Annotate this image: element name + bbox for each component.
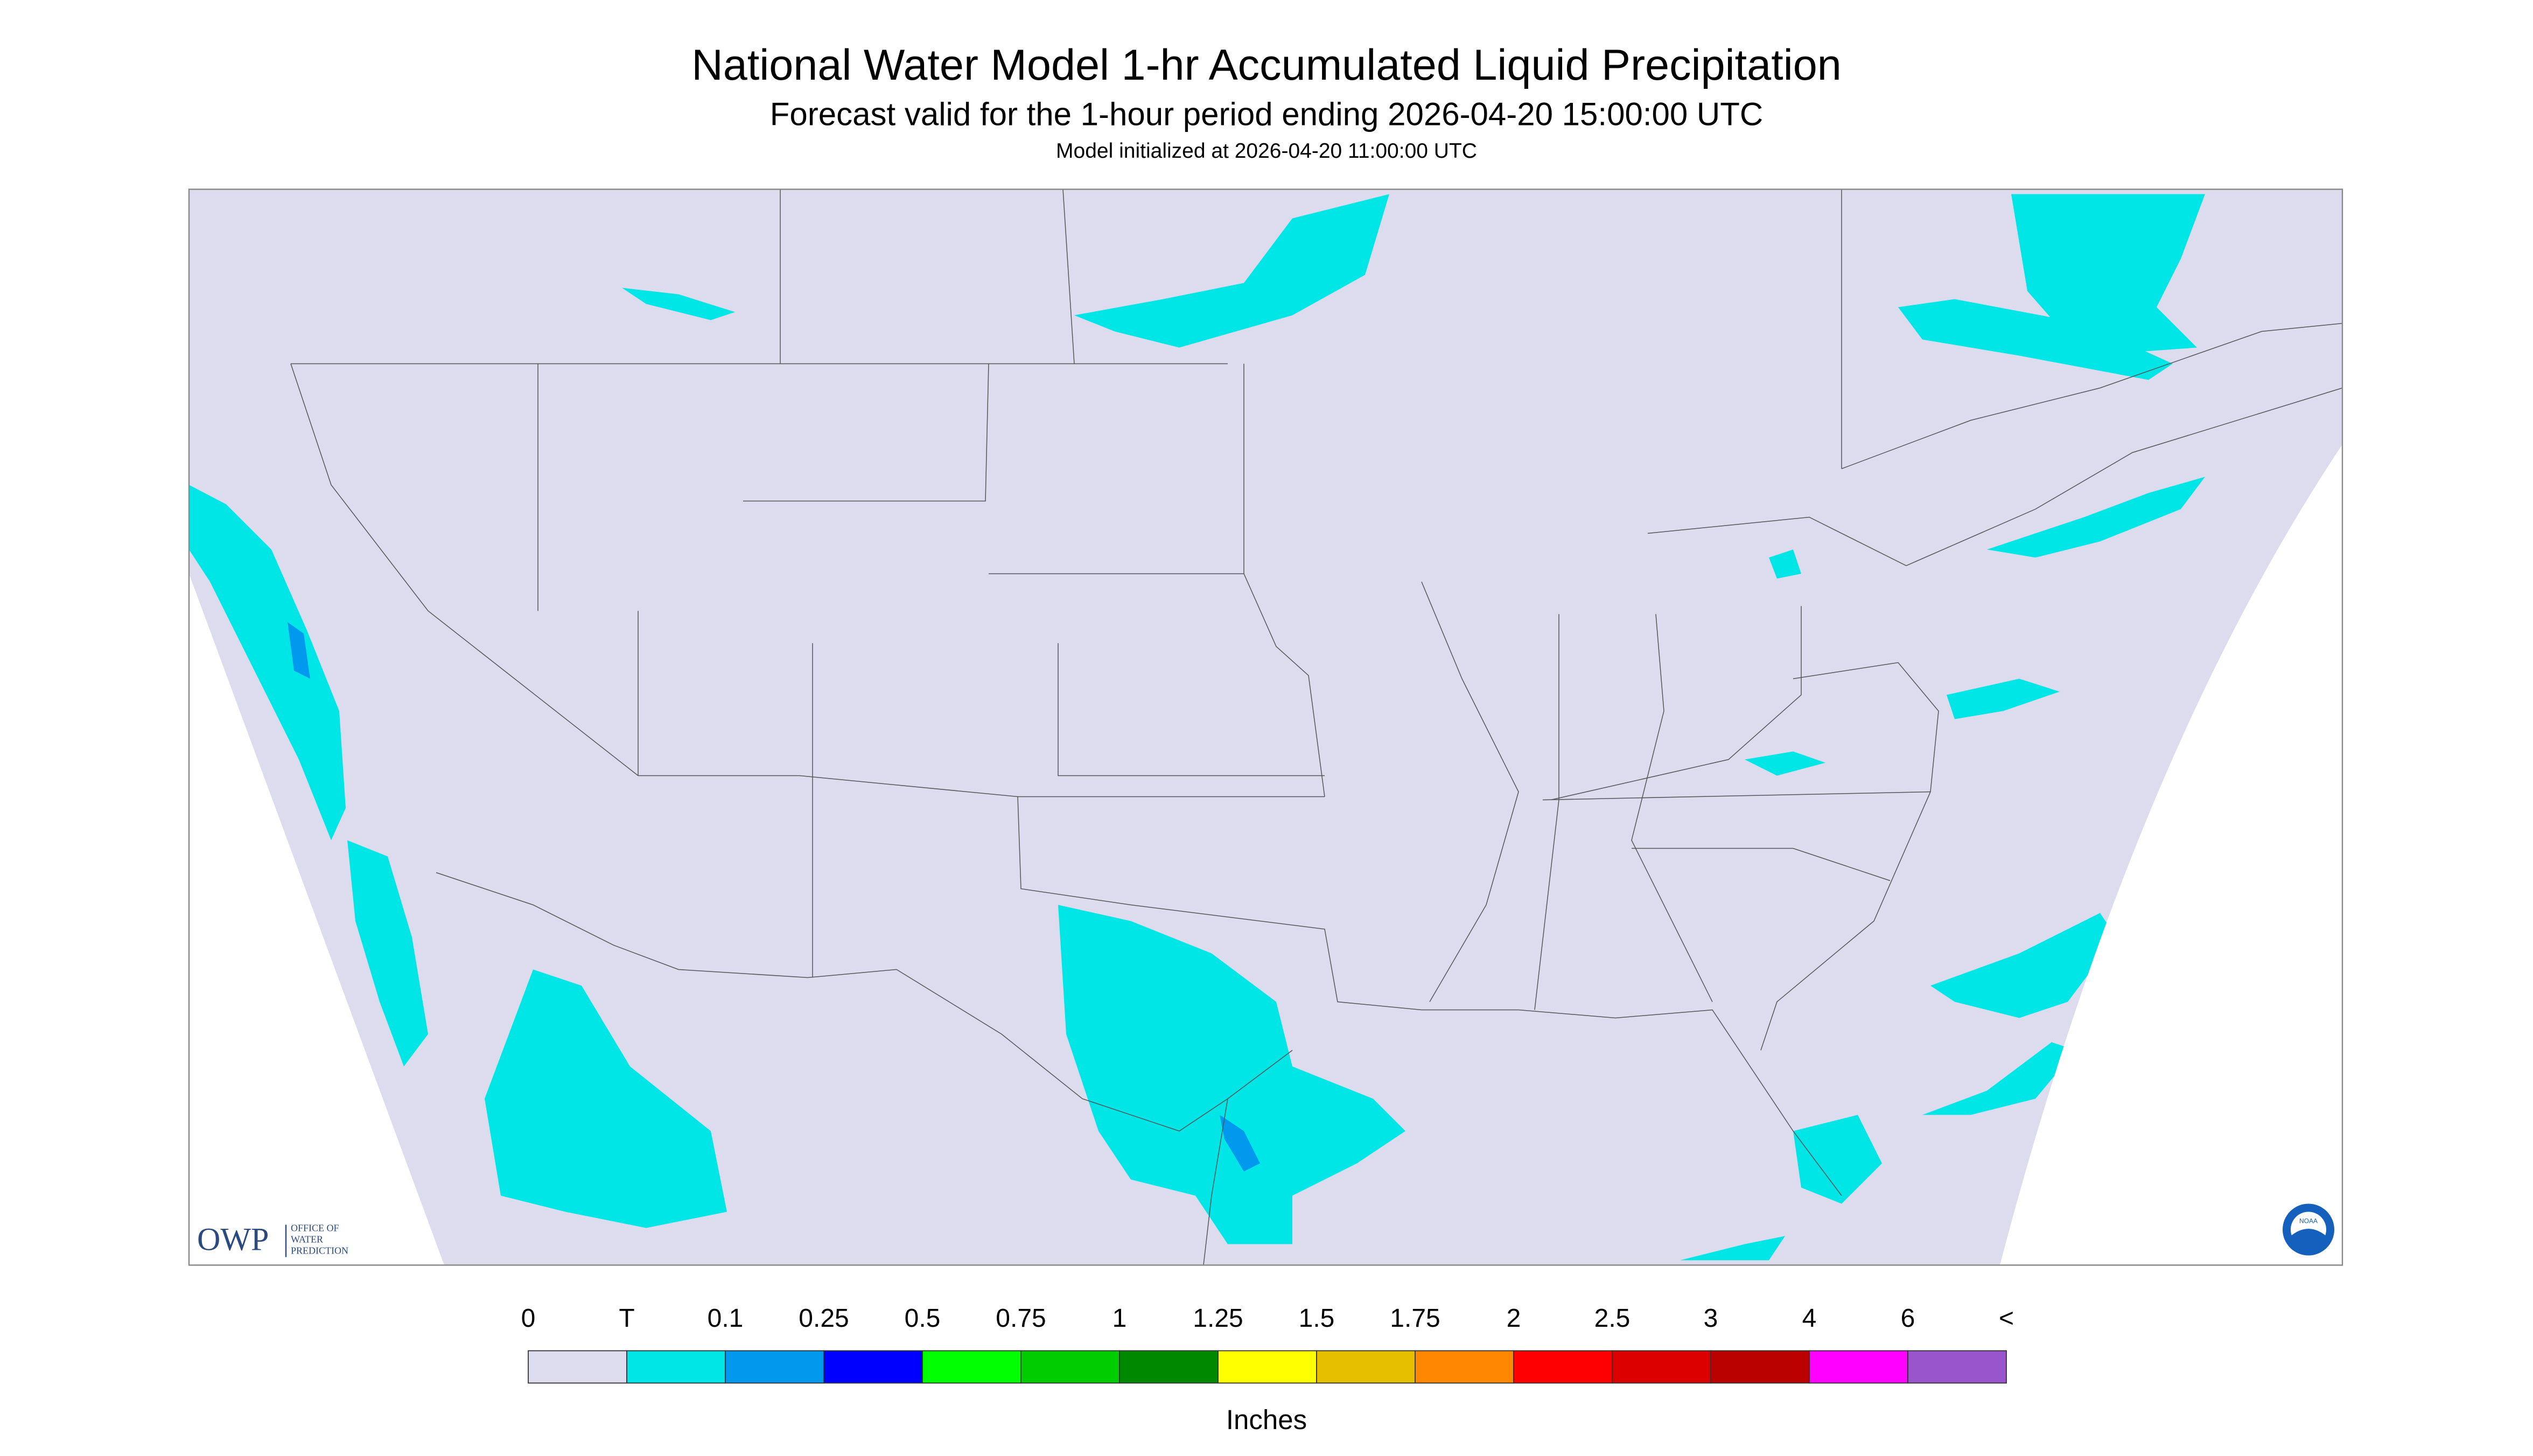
- legend-label: 1.75: [1390, 1304, 1440, 1333]
- legend-label: 0.5: [905, 1304, 941, 1333]
- legend-swatch: [1316, 1350, 1416, 1384]
- title: National Water Model 1-hr Accumulated Li…: [691, 41, 1842, 89]
- subtitle: Forecast valid for the 1-hour period end…: [770, 96, 1763, 132]
- domain-mask: [189, 573, 444, 1265]
- legend-label: 0.75: [996, 1304, 1046, 1333]
- legend-label: 0.1: [708, 1304, 744, 1333]
- legend-swatch: [1710, 1350, 1810, 1384]
- map-frame: [188, 188, 2343, 1266]
- legend-swatch: [1907, 1350, 2007, 1384]
- legend-label: 4: [1802, 1304, 1817, 1333]
- legend-swatch: [626, 1350, 726, 1384]
- legend-swatch: [1217, 1350, 1317, 1384]
- legend-swatch: [725, 1350, 824, 1384]
- legend-swatch: [1612, 1350, 1711, 1384]
- legend-swatch: [1513, 1350, 1613, 1384]
- noaa-logo-text: NOAA: [2299, 1217, 2318, 1225]
- legend-label: 0: [521, 1304, 536, 1333]
- init-time: Model initialized at 2026-04-20 11:00:00…: [1056, 139, 1477, 163]
- legend-unit: Inches: [1226, 1404, 1307, 1435]
- legend-label: 2.5: [1594, 1304, 1631, 1333]
- legend-label: 1.5: [1299, 1304, 1335, 1333]
- legend-label: T: [619, 1304, 634, 1333]
- legend-label: 6: [1901, 1304, 1915, 1333]
- legend-label: 0.25: [799, 1304, 849, 1333]
- precipitation: [189, 194, 2205, 1261]
- legend-label: 1.25: [1193, 1304, 1243, 1333]
- legend-swatch: [1020, 1350, 1120, 1384]
- owp-logo: OWP OFFICE OF WATER PREDICTION: [197, 1221, 348, 1257]
- legend-label: 1: [1112, 1304, 1127, 1333]
- legend-label: 3: [1704, 1304, 1718, 1333]
- legend-label: 2: [1507, 1304, 1521, 1333]
- legend-swatch: [823, 1350, 923, 1384]
- owp-logo-subtext: PREDICTION: [291, 1245, 348, 1256]
- owp-logo-text: OWP: [197, 1221, 269, 1257]
- domain-mask: [2000, 444, 2342, 1265]
- owp-logo-subtext: OFFICE OF: [291, 1223, 339, 1234]
- legend-swatch: [1809, 1350, 1908, 1384]
- legend-swatch: [1415, 1350, 1514, 1384]
- legend: 0 T 0.1 0.25 0.5 0.75 1 1.25 1.5 1.75 2 2.5 3 4 6 < Inch…: [521, 1304, 2014, 1435]
- map: OWP OFFICE OF WATER PREDICTION NOAA: [188, 188, 2343, 1266]
- noaa-logo: NOAA: [2283, 1203, 2334, 1256]
- owp-logo-subtext: WATER: [291, 1234, 323, 1245]
- legend-swatch: [528, 1350, 627, 1384]
- legend-label: <: [1999, 1304, 2014, 1333]
- boundaries: [290, 189, 2343, 1265]
- legend-swatch: [922, 1350, 1021, 1384]
- legend-swatch: [1119, 1350, 1219, 1384]
